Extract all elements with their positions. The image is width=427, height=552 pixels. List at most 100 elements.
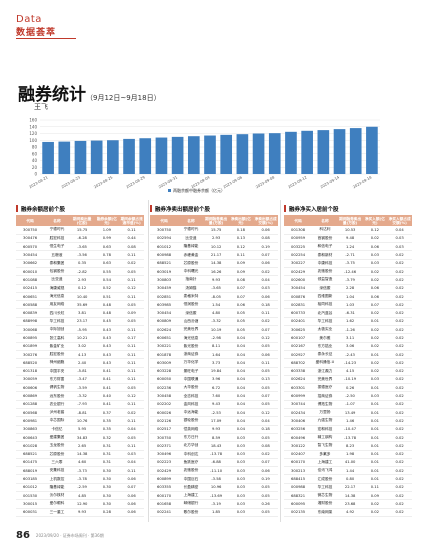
bar [236, 134, 249, 174]
table-row: 600170 上海建工 -13.69 0.03 0.05 [150, 491, 278, 501]
page-number: 86 [16, 530, 30, 541]
table-cell: 北汽蓝谷 [312, 308, 338, 318]
table-cell: 0.05 [119, 383, 144, 393]
table-net-short: 代码 名称 期间融券卖出量(万股) 净卖出额(亿元) 净卖出额占成交额(%) 30075… [150, 215, 278, 517]
table-cell: 宏和科技 [312, 425, 338, 434]
table-cell: 用友网络 [44, 300, 70, 310]
column-header: 名称 [178, 215, 204, 226]
table-cell: 603301 [284, 383, 313, 393]
table-cell: 0.30 [94, 499, 120, 509]
table-cell: -3.79 [337, 275, 363, 285]
table-cell: 1.64 [203, 350, 229, 360]
column-header: 期间融券卖出量(万股) [337, 215, 363, 226]
table-cell: 688321 [284, 491, 313, 501]
table-cell: 0.04 [228, 383, 254, 393]
table-cell: 0.26 [337, 383, 363, 393]
table-cell: 0.12 [362, 226, 388, 235]
table-cell: 0.03 [387, 234, 412, 244]
table-cell: 002429 [150, 466, 179, 476]
table-cell: 002415 [16, 284, 45, 293]
table-cell: 0.63 [94, 259, 120, 269]
table-cell: 600606 [16, 383, 45, 393]
table-cell: 0.01 [362, 474, 388, 484]
table-cell: 0.11 [119, 416, 144, 426]
table-cell: 601088 [16, 275, 45, 285]
table-row: 300750 东方日升 8.59 0.03 0.05 [150, 433, 278, 443]
table-cell: 300662 [16, 259, 45, 269]
table-cell: 0.03 [362, 259, 388, 269]
table-cell: 14.38 [203, 259, 229, 269]
table-cell: 0.02 [387, 474, 412, 484]
column-header: 名称 [312, 215, 338, 226]
y-tick-label: 0 [34, 172, 37, 177]
table-cell: 0.31 [94, 441, 120, 451]
table-cell: 0.08 [119, 242, 144, 252]
table-cell: 0.13 [253, 375, 278, 385]
table-cell: 300454 [150, 308, 179, 318]
table-cell: 0.01 [362, 416, 388, 426]
table-cell: 0.44 [119, 234, 144, 244]
table-cell: 1.44 [337, 466, 363, 476]
table-row: 002241 歌尔股份 1.85 0.03 0.05 [150, 508, 278, 517]
table-row: 300750 宁德时代 15.75 0.18 0.06 [150, 226, 278, 235]
bar [204, 135, 216, 174]
table-cell: 9.48 [337, 234, 363, 244]
table-cell: 600107 [284, 333, 313, 343]
table-cell: 恒生电子 [44, 242, 70, 252]
y-tick-label: 100 [29, 138, 37, 143]
table-cell: 300625 [284, 325, 313, 335]
table-cell: 600026 [150, 408, 179, 418]
table-cell: 0.05 [253, 342, 278, 351]
table-row: 600651 海光信息 10.40 0.51 0.11 [16, 292, 144, 302]
bar [42, 141, 54, 174]
table-row: 002517 恺英网络 9.93 0.04 0.18 [150, 425, 278, 434]
table-cell: 鱼跃医疗 [178, 458, 204, 468]
table-cell: 3.73 [203, 358, 229, 368]
table-cell: 0.05 [228, 325, 254, 335]
table-cell: 0.01 [362, 458, 388, 468]
table-cell: 300459 [150, 284, 179, 293]
table-section-net-buy: 融券净买入居前个股 代码 名称 期间融券卖出量(万股) 净买入额(亿元) 净买入额占成交… [284, 204, 412, 517]
table-cell: 0.11 [119, 292, 144, 302]
table-row: 601012 隆基绿能 -2.59 0.30 0.07 [16, 483, 144, 493]
author: 王飞 [34, 103, 48, 111]
table-cell: -3.58 [203, 474, 229, 484]
table-cell: 隆基绿能 [44, 483, 70, 493]
table-cell: 0.08 [253, 441, 278, 451]
legend-label: 两融余额中融券余额（亿元） [173, 187, 225, 193]
table-cell: -3.65 [69, 242, 95, 252]
table-cell: 300476 [16, 234, 45, 244]
column-header: 期间卖出量(亿股) [69, 215, 95, 226]
table-cell: 0.05 [119, 317, 144, 327]
table-cell: 0.41 [94, 375, 120, 385]
table-cell: 0.06 [119, 491, 144, 501]
table-row: 600568 泸州老窖 -8.81 0.37 0.02 [16, 408, 144, 418]
table-row: 601088 比亚迪 2.93 0.54 0.11 [16, 275, 144, 285]
table-cell: 2.93 [203, 234, 229, 244]
table-cell: 300213 [284, 466, 313, 476]
table-cell: 0.02 [387, 483, 412, 493]
table-cell: 0.05 [253, 508, 278, 517]
table-cell: 300454 [16, 250, 45, 260]
table-section-net-short: 融券净卖出额居前个股 代码 名称 期间融券卖出量(万股) 净卖出额(亿元) 净卖出额占成… [150, 204, 278, 517]
table-cell: 0.02 [387, 325, 412, 335]
table-cell: 胜宏科技 [44, 234, 70, 244]
table-cell: 0.11 [119, 250, 144, 260]
article-title-date: （9月12日~9月18日） [86, 94, 161, 102]
table-cell: 0.02 [387, 491, 412, 501]
table-row: 300227 中康科技 -3.75 0.03 0.02 [284, 259, 412, 269]
table-cell: 34.83 [69, 433, 95, 443]
table-cell: 爱建集团 [44, 433, 70, 443]
table-cell: 0.01 [362, 383, 388, 393]
table-cell: 0.02 [362, 333, 388, 343]
table-cell: 19.84 [203, 367, 229, 376]
table-cell: 中际旭创 [44, 325, 70, 335]
table-row: 002851 麦格米特 -8.05 0.07 0.06 [150, 292, 278, 302]
table-cell: 完美世界 [178, 325, 204, 335]
table-cell: 600050 [150, 375, 179, 385]
table-cell: 600588 [16, 300, 45, 310]
table-cell: 0.11 [119, 358, 144, 368]
table-cell: 0.04 [228, 408, 254, 418]
table-cell: 恺英网络 [178, 425, 204, 434]
table-row: 600733 北汽蓝谷 -6.31 0.02 0.02 [284, 308, 412, 318]
